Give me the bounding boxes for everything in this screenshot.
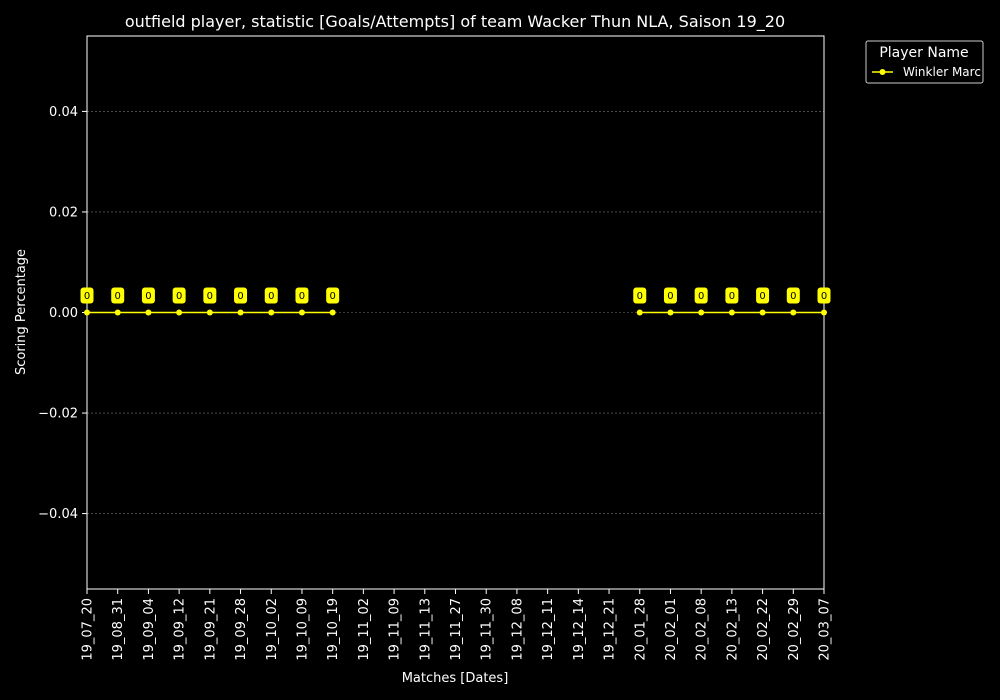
x-tick-label: 19_09_28 xyxy=(234,598,249,661)
data-label: 0 xyxy=(790,291,796,302)
data-label-box xyxy=(111,287,125,304)
x-tick-label: 19_11_30 xyxy=(480,598,495,661)
data-label: 0 xyxy=(237,291,243,302)
data-label: 0 xyxy=(667,291,673,302)
data-point xyxy=(728,309,735,316)
x-tick-label: 20_02_13 xyxy=(725,598,740,661)
data-label: 0 xyxy=(729,291,735,302)
x-tick-label: 20_02_01 xyxy=(664,598,679,661)
data-label-box xyxy=(203,287,217,304)
x-tick-label: 19_07_20 xyxy=(81,598,96,661)
x-tick-label: 19_12_14 xyxy=(572,598,587,661)
x-tick-label: 20_02_08 xyxy=(695,598,710,661)
data-label: 0 xyxy=(329,291,335,302)
legend-swatch-marker xyxy=(879,69,886,75)
data-point xyxy=(84,309,90,316)
x-tick-label: 20_02_22 xyxy=(756,598,771,661)
data-label-box xyxy=(786,287,800,304)
data-label: 0 xyxy=(759,291,765,302)
data-label-box xyxy=(234,287,248,304)
data-label: 0 xyxy=(268,291,274,302)
x-axis: 19_07_20 19_08_31 19_09_04 19_09_12 19_09_21… xyxy=(81,589,833,661)
data-label-box xyxy=(663,287,677,304)
data-point xyxy=(698,309,705,316)
data-label: 0 xyxy=(84,291,90,302)
grid-lines xyxy=(87,111,824,514)
x-tick-label: 19_09_21 xyxy=(203,598,218,661)
data-label-box xyxy=(264,287,278,304)
data-label-box xyxy=(756,287,770,304)
series-layer: 0 0 0 0 0 0 0 0 0 0 0 0 0 0 0 0 xyxy=(80,287,831,316)
y-tick-label: −0.04 xyxy=(38,507,78,522)
data-label-box xyxy=(141,287,155,304)
y-axis-label: Scoring Percentage xyxy=(14,249,29,375)
data-point xyxy=(636,309,643,316)
x-tick-label: 19_10_02 xyxy=(265,598,280,661)
x-tick-label: 19_09_04 xyxy=(142,598,157,661)
data-point xyxy=(176,309,183,316)
x-axis-label: Matches [Dates] xyxy=(402,671,509,686)
x-tick-label: 20_01_28 xyxy=(633,598,648,661)
data-label: 0 xyxy=(207,291,213,302)
x-tick-label: 19_09_12 xyxy=(173,598,188,661)
data-label: 0 xyxy=(115,291,121,302)
data-label-box xyxy=(817,287,831,304)
legend-title: Player Name xyxy=(879,45,968,61)
data-point xyxy=(759,309,766,316)
x-tick-label: 19_08_31 xyxy=(111,598,126,661)
legend-entry-winkler-marc: Winkler Marc xyxy=(903,65,981,79)
x-tick-label: 20_02_29 xyxy=(787,598,802,661)
data-point xyxy=(145,309,152,316)
x-tick-label: 19_12_21 xyxy=(603,598,618,661)
x-tick-label: 19_10_19 xyxy=(326,598,341,661)
data-label: 0 xyxy=(299,291,305,302)
x-tick-label: 20_03_07 xyxy=(818,598,833,661)
data-point xyxy=(790,309,797,316)
y-tick-label: −0.02 xyxy=(38,407,78,422)
data-point xyxy=(206,309,213,316)
data-point xyxy=(667,309,674,316)
data-label-box xyxy=(172,287,186,304)
data-label: 0 xyxy=(821,291,827,302)
y-tick-label: 0.04 xyxy=(49,105,78,120)
y-axis: 0.04 0.02 0.00 −0.02 −0.04 xyxy=(38,105,87,522)
data-point xyxy=(298,309,305,316)
data-point xyxy=(268,309,275,316)
data-label-box xyxy=(694,287,708,304)
data-label: 0 xyxy=(176,291,182,302)
x-tick-label: 19_12_08 xyxy=(510,598,525,661)
x-tick-label: 19_11_27 xyxy=(449,598,464,661)
data-label: 0 xyxy=(698,291,704,302)
data-point xyxy=(821,309,827,316)
data-label-box xyxy=(295,287,309,304)
data-label-box xyxy=(633,287,647,304)
chart-title: outfield player, statistic [Goals/Attemp… xyxy=(125,12,785,32)
y-tick-label: 0.00 xyxy=(49,306,78,321)
data-point xyxy=(329,309,336,316)
x-tick-label: 19_11_13 xyxy=(418,598,433,661)
x-tick-label: 19_11_09 xyxy=(388,598,403,661)
data-point xyxy=(237,309,244,316)
data-label: 0 xyxy=(637,291,643,302)
data-label-box xyxy=(725,287,739,304)
data-label: 0 xyxy=(145,291,151,302)
data-point xyxy=(114,309,121,316)
y-tick-label: 0.02 xyxy=(49,205,78,220)
x-tick-label: 19_10_09 xyxy=(295,598,310,661)
legend-frame xyxy=(865,40,984,84)
data-label-box xyxy=(326,287,340,304)
legend: Player Name Winkler Marc xyxy=(865,40,984,84)
x-tick-label: 19_11_02 xyxy=(357,598,372,661)
data-label-box xyxy=(80,287,94,304)
x-tick-label: 19_12_11 xyxy=(541,598,556,661)
